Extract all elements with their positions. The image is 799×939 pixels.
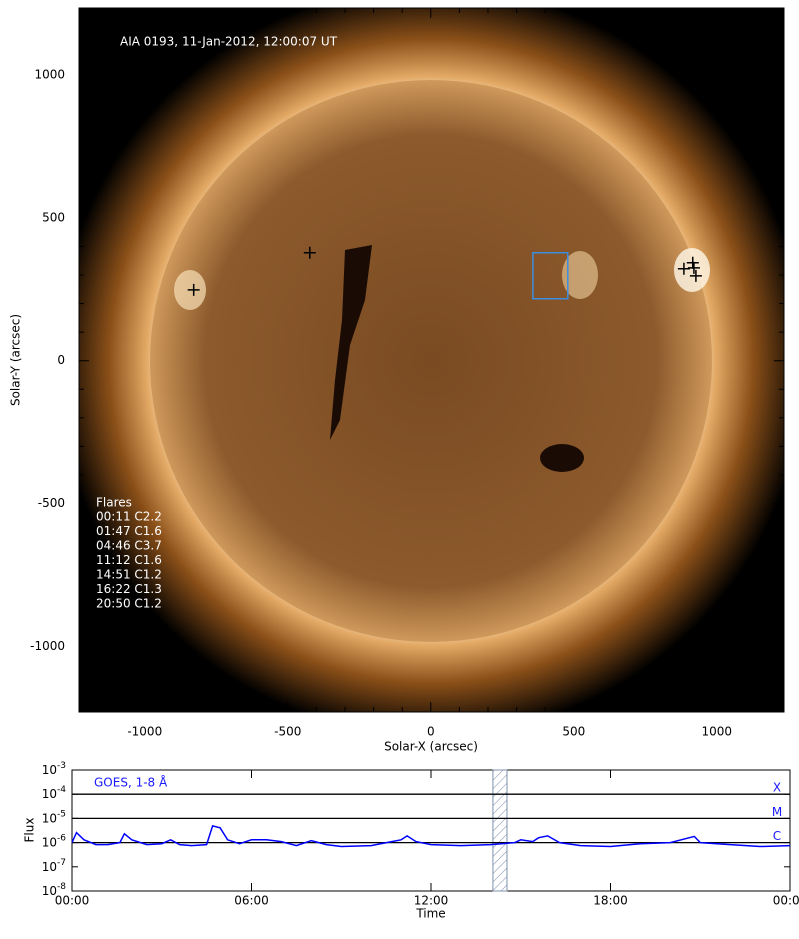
x-tick-label: 00:00 (55, 894, 90, 908)
flare-marker (303, 246, 316, 259)
coronal-hole (330, 245, 372, 440)
flare-entry: 00:11 C2.2 (96, 510, 162, 524)
class-label: M (772, 805, 782, 819)
x-axis-label: Solar-X (arcsec) (384, 740, 478, 754)
x-tick-label: -1000 (127, 725, 162, 739)
flare-marker (187, 283, 200, 296)
flare-entry: 01:47 C1.6 (96, 524, 162, 538)
solar-disk (150, 80, 712, 642)
flare-entry: 16:22 C1.3 (96, 582, 162, 596)
x-tick-label: 18:00 (593, 894, 628, 908)
y-tick-exponent: -4 (57, 785, 66, 795)
y-tick-label: 10-4 (42, 785, 67, 801)
highlight-band (492, 769, 508, 892)
class-label: C (773, 829, 781, 843)
sun-image (79, 8, 784, 712)
class-label: X (773, 781, 781, 795)
y-tick-label: 500 (42, 210, 65, 224)
plot-frame (71, 769, 791, 892)
y-tick-exponent: -5 (57, 809, 66, 819)
y-tick-label: 0 (57, 353, 65, 367)
bright-region (562, 251, 598, 299)
flare-entry: 11:12 C1.6 (96, 553, 162, 567)
flux-line (71, 824, 791, 848)
image-caption: AIA 0193, 11-Jan-2012, 12:00:07 UT (120, 35, 338, 49)
y-axis-label: Flux (23, 818, 37, 843)
y-tick-label: 1000 (34, 68, 65, 82)
y-tick-exponent: -6 (57, 833, 66, 843)
region-box (532, 252, 569, 300)
y-tick-base: 10 (42, 811, 57, 825)
bright-region (674, 248, 710, 292)
x-tick-label: -500 (274, 725, 301, 739)
y-tick-label: 10-5 (42, 809, 66, 825)
y-axis-label: Solar-Y (arcsec) (9, 314, 23, 406)
y-tick-label: -500 (38, 496, 65, 510)
flare-entry: 14:51 C1.2 (96, 568, 162, 582)
y-tick-base: 10 (42, 763, 57, 777)
y-tick-label: 10-7 (42, 857, 66, 873)
x-tick-label: 0 (427, 725, 435, 739)
x-tick-label: 00:00 (773, 894, 799, 908)
flare-marker (677, 262, 690, 275)
flare-entry: 04:46 C3.7 (96, 539, 162, 553)
flare-entry: 20:50 C1.2 (96, 597, 162, 611)
y-tick-label: 10-6 (42, 833, 67, 849)
y-tick-label: 10-3 (42, 761, 66, 777)
y-tick-label: 10-8 (42, 882, 67, 898)
x-tick-label: 1000 (702, 725, 733, 739)
y-tick-base: 10 (42, 859, 57, 873)
x-tick-label: 06:00 (234, 894, 269, 908)
y-tick-base: 10 (42, 835, 57, 849)
y-tick-base: 10 (42, 787, 57, 801)
plot-frame (78, 7, 785, 713)
x-tick-label: 12:00 (414, 894, 449, 908)
x-axis-label: Time (415, 907, 445, 921)
y-tick-exponent: -7 (57, 857, 66, 867)
flare-marker (689, 269, 702, 282)
flare-marker (687, 261, 700, 274)
y-tick-exponent: -8 (57, 882, 66, 892)
flare-marker (686, 256, 699, 269)
y-tick-base: 10 (42, 884, 57, 898)
y-tick-label: -1000 (30, 639, 65, 653)
goes-caption: GOES, 1-8 Å (94, 775, 168, 790)
y-tick-exponent: -3 (57, 761, 66, 771)
x-tick-label: 500 (562, 725, 585, 739)
flare-list-title: Flares (96, 496, 132, 510)
dark-region (540, 444, 584, 472)
